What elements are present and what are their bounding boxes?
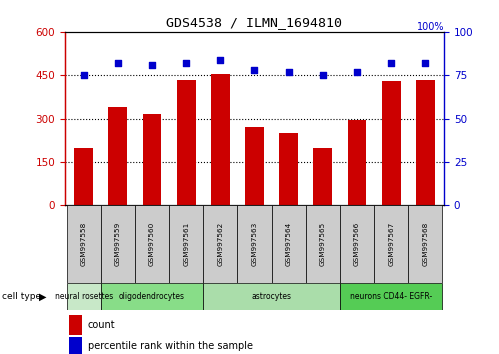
Bar [135,205,169,283]
Point [353,69,361,75]
Text: GSM997563: GSM997563 [251,222,257,266]
Bar [66,205,101,283]
Bar [101,205,135,283]
Text: GSM997566: GSM997566 [354,222,360,266]
Point [387,60,395,66]
Bar [69,315,82,335]
Text: astrocytes: astrocytes [251,292,291,301]
Bar [382,81,401,205]
Point [250,67,258,73]
Bar [66,283,101,310]
Text: ▶: ▶ [38,291,46,302]
Text: GSM997562: GSM997562 [218,222,224,266]
Point [421,60,429,66]
Point [148,62,156,68]
Bar [340,205,374,283]
Bar [69,337,82,354]
Point [319,73,327,78]
Bar [245,127,264,205]
Point [114,60,122,66]
Bar [101,283,203,310]
Text: GSM997560: GSM997560 [149,222,155,266]
Text: cell type: cell type [2,292,41,301]
Bar [408,205,443,283]
Bar [306,205,340,283]
Text: neurons CD44- EGFR-: neurons CD44- EGFR- [350,292,432,301]
Text: 100%: 100% [417,22,444,32]
Bar [238,205,271,283]
Bar [169,205,203,283]
Point [284,69,292,75]
Text: GSM997559: GSM997559 [115,222,121,266]
Bar [143,114,161,205]
Text: GSM997558: GSM997558 [81,222,87,266]
Title: GDS4538 / ILMN_1694810: GDS4538 / ILMN_1694810 [167,16,342,29]
Bar [348,120,366,205]
Text: oligodendrocytes: oligodendrocytes [119,292,185,301]
Text: GSM997565: GSM997565 [320,222,326,266]
Text: GSM997561: GSM997561 [183,222,189,266]
Bar [108,107,127,205]
Bar [279,133,298,205]
Text: percentile rank within the sample: percentile rank within the sample [88,341,252,352]
Bar [74,148,93,205]
Bar [177,80,196,205]
Bar [374,205,408,283]
Bar [203,205,238,283]
Text: neural rosettes: neural rosettes [54,292,113,301]
Bar [340,283,443,310]
Text: count: count [88,320,115,330]
Bar [416,80,435,205]
Text: GSM997567: GSM997567 [388,222,394,266]
Bar [313,148,332,205]
Point [80,73,88,78]
Bar [271,205,306,283]
Text: GSM997568: GSM997568 [422,222,428,266]
Point [182,60,190,66]
Point [217,57,225,62]
Text: GSM997564: GSM997564 [285,222,291,266]
Bar [203,283,340,310]
Bar [211,74,230,205]
